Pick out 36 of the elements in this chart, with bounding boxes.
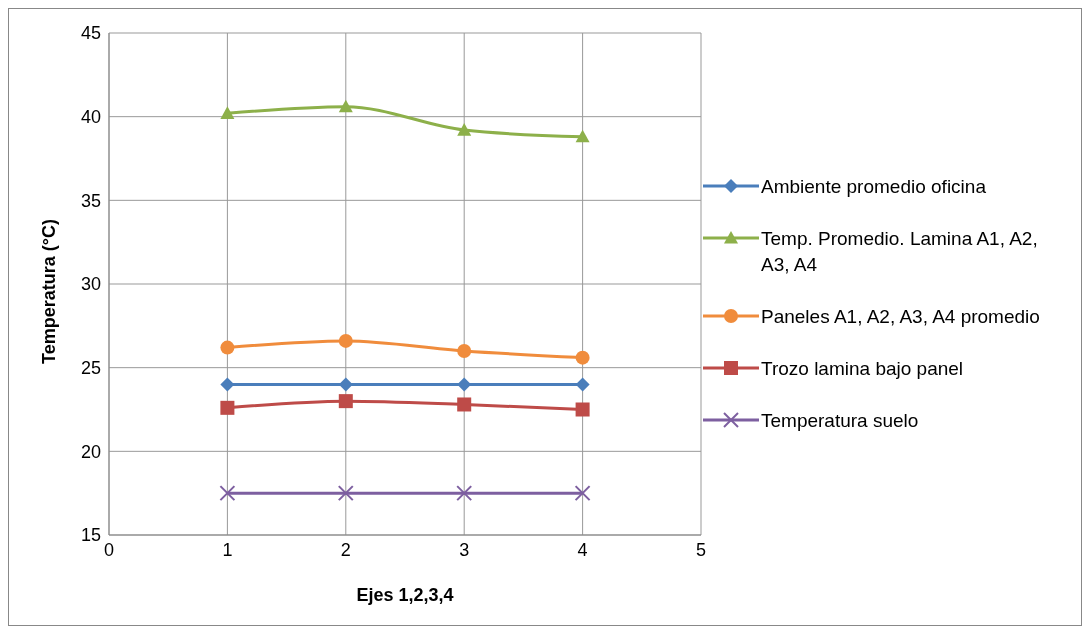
point: [575, 350, 590, 365]
legend-label: Ambiente promedio oficina: [761, 175, 987, 199]
x-axis-title: Ejes 1,2,3,4: [356, 585, 454, 605]
x-tick-label: 4: [577, 539, 588, 560]
y-tick-label: 40: [80, 107, 101, 128]
legend-label: Paneles A1, A2, A3, A4 promedio: [761, 305, 1041, 329]
y-tick-label: 35: [80, 190, 101, 211]
point: [338, 394, 353, 409]
point: [338, 377, 353, 392]
point: [457, 377, 472, 392]
x-tick-label: 3: [459, 539, 470, 560]
legend-label: Trozo lamina bajo panel: [761, 357, 965, 381]
point: [338, 99, 353, 113]
x-tick-label: 2: [340, 539, 351, 560]
legend-label: Temp. Promedio. Lamina A1, A2, A3, A4: [761, 227, 1039, 277]
point: [457, 343, 472, 358]
y-tick-label: 30: [80, 274, 101, 295]
x-tick-label: 0: [103, 539, 115, 560]
point: [220, 400, 235, 415]
point: [575, 377, 590, 392]
y-tick-label: 45: [80, 23, 101, 44]
x-tick-label: 1: [222, 539, 233, 560]
point: [220, 377, 235, 392]
x-tick-label: 5: [695, 539, 707, 560]
point: [220, 340, 235, 355]
legend-label: Temperatura suelo: [761, 409, 920, 433]
y-tick-label: 20: [80, 441, 101, 462]
point: [457, 397, 472, 412]
point: [575, 129, 590, 143]
point: [338, 333, 353, 348]
y-tick-label: 15: [80, 525, 101, 546]
point: [575, 402, 590, 417]
point: [220, 106, 235, 119]
y-tick-label: 25: [80, 358, 101, 379]
y-axis-title: Temperatura (°C): [39, 219, 60, 364]
point: [457, 123, 472, 136]
